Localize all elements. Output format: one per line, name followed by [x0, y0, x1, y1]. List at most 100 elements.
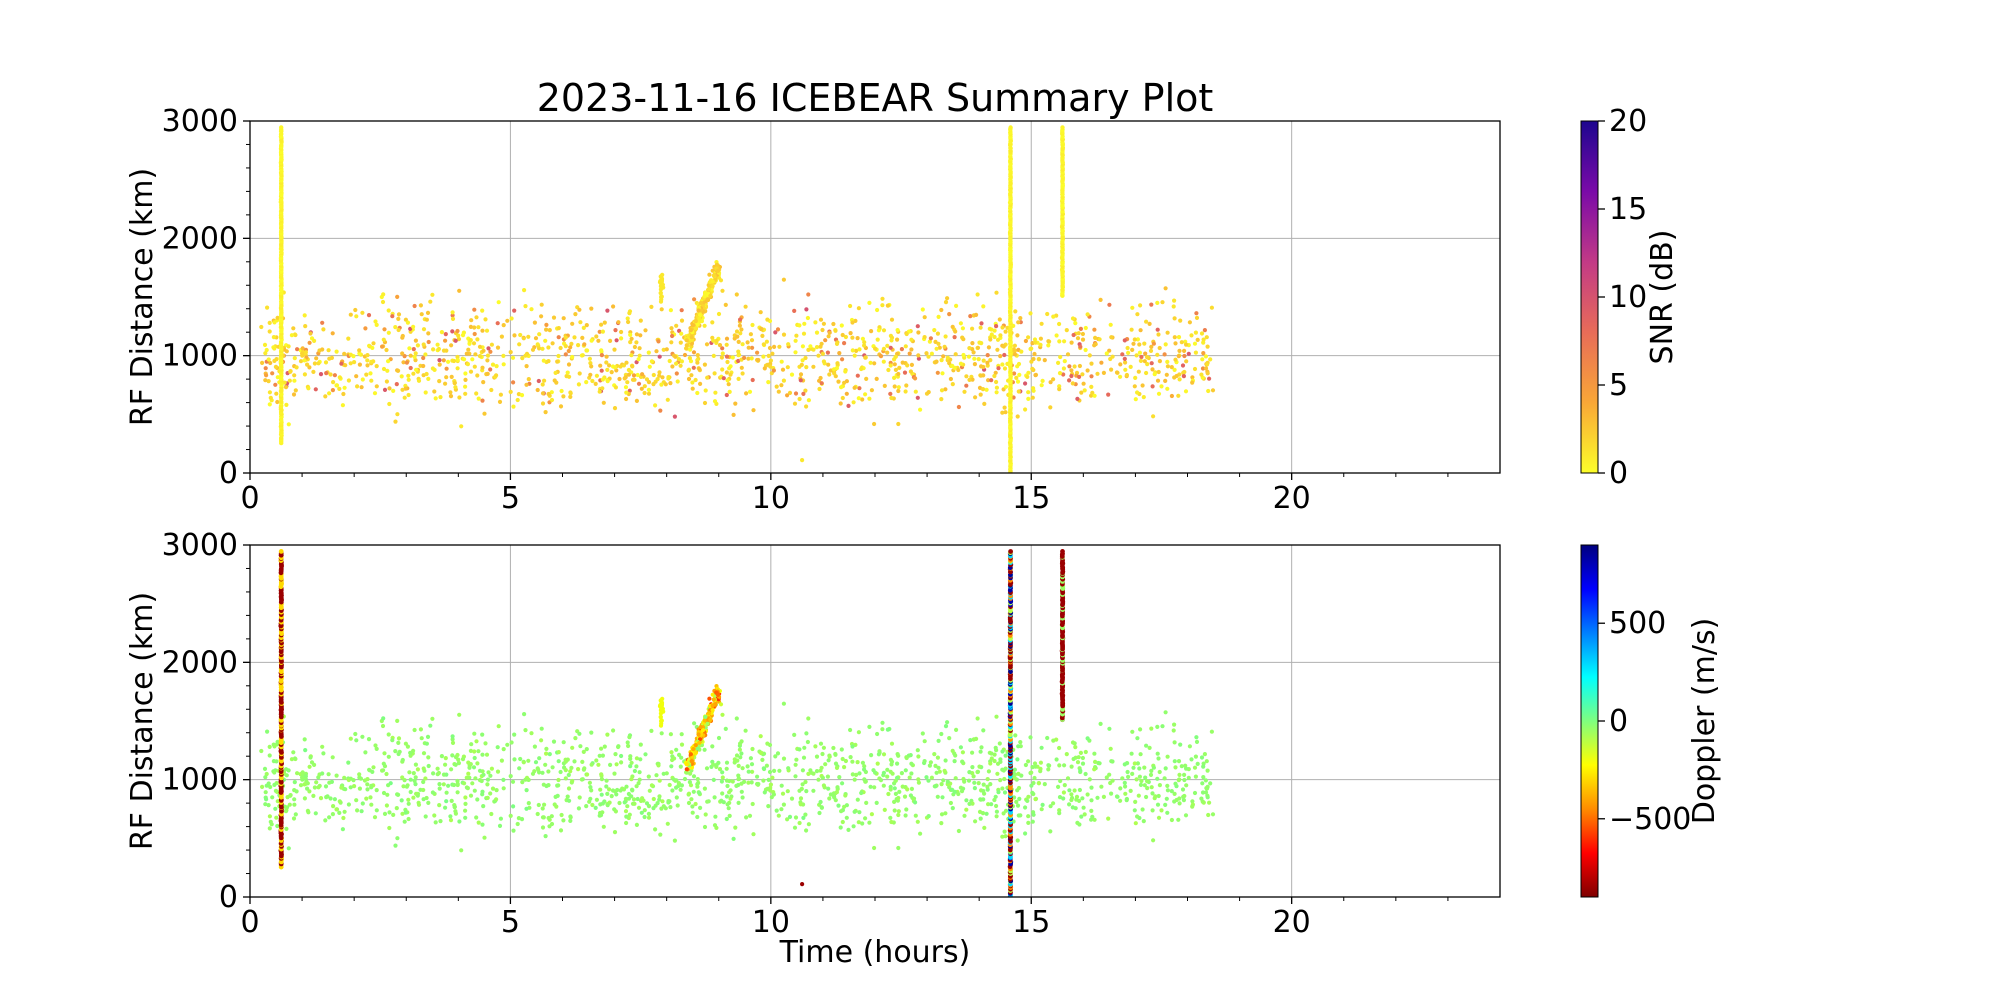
- snr-point: [424, 371, 429, 377]
- doppler-point: [1129, 751, 1134, 756]
- snr-point: [684, 338, 689, 343]
- snr-point: [307, 365, 312, 370]
- doppler-point: [529, 731, 534, 736]
- snr-point: [1090, 390, 1095, 395]
- doppler-point: [1165, 754, 1170, 759]
- snr-point: [484, 328, 490, 333]
- snr-point: [436, 346, 441, 352]
- doppler-point: [663, 806, 668, 811]
- doppler-point: [515, 821, 520, 827]
- snr-point: [508, 350, 513, 355]
- doppler-point: [654, 773, 659, 778]
- doppler-point: [1120, 776, 1125, 781]
- doppler-point: [961, 776, 966, 782]
- snr-point: [526, 334, 531, 339]
- doppler-point: [1136, 793, 1141, 798]
- snr-point: [518, 332, 523, 338]
- snr-point: [1149, 361, 1154, 366]
- snr-point: [736, 358, 741, 364]
- doppler-point: [451, 782, 457, 788]
- snr-point: [286, 344, 291, 349]
- doppler-point: [1165, 783, 1170, 789]
- snr-point: [702, 362, 708, 367]
- doppler-point: [792, 825, 798, 830]
- doppler-point: [626, 743, 631, 749]
- doppler-point: [334, 807, 339, 812]
- doppler-point: [739, 751, 744, 756]
- doppler-point: [1202, 752, 1207, 757]
- snr-point: [804, 404, 809, 409]
- snr-point: [655, 377, 660, 382]
- snr-point: [291, 392, 297, 397]
- doppler-point: [393, 749, 398, 754]
- doppler-point: [406, 801, 411, 806]
- doppler-point: [720, 791, 725, 796]
- doppler-point: [1187, 744, 1192, 749]
- doppler-point: [1193, 774, 1198, 779]
- doppler-point: [736, 800, 741, 806]
- snr-point: [1203, 354, 1208, 359]
- doppler-point: [1142, 783, 1147, 788]
- snr-point: [918, 407, 923, 412]
- snr-point: [896, 388, 901, 394]
- snr-point: [267, 329, 272, 334]
- snr-point: [719, 355, 725, 360]
- doppler-point: [318, 796, 324, 801]
- snr-point: [524, 382, 529, 387]
- doppler-point: [636, 805, 642, 810]
- snr-point: [697, 316, 702, 321]
- snr-point: [961, 352, 966, 358]
- snr-point: [1136, 369, 1141, 374]
- snr-point: [573, 312, 578, 317]
- doppler-point: [751, 832, 756, 837]
- doppler-point: [381, 761, 386, 766]
- doppler-point: [630, 788, 635, 793]
- snr-point: [927, 339, 933, 344]
- doppler-point: [522, 712, 527, 717]
- snr-point: [540, 346, 545, 351]
- snr-point: [381, 366, 387, 372]
- bottom-y-axis-label: RF Distance (km): [125, 592, 160, 850]
- doppler-point: [1089, 808, 1094, 814]
- doppler-point: [581, 749, 586, 755]
- snr-point: [832, 371, 837, 376]
- snr-point: [556, 353, 561, 359]
- doppler-point: [520, 780, 525, 785]
- doppler-point: [612, 771, 617, 776]
- doppler-point: [1207, 800, 1212, 805]
- snr-point: [268, 395, 273, 400]
- snr-point: [403, 386, 408, 391]
- doppler-point: [658, 715, 663, 720]
- doppler-point: [943, 724, 949, 729]
- doppler-point: [444, 799, 449, 804]
- snr-point: [540, 382, 545, 387]
- snr-point: [400, 333, 405, 339]
- doppler-point: [432, 813, 437, 818]
- snr-point: [457, 395, 462, 400]
- doppler-point: [272, 782, 277, 788]
- snr-point: [993, 370, 998, 375]
- snr-point: [501, 353, 506, 358]
- doppler-point: [594, 797, 600, 802]
- snr-point: [348, 361, 353, 366]
- snr-point: [1018, 316, 1023, 321]
- doppler-point: [1093, 759, 1098, 765]
- snr-point: [1015, 379, 1021, 384]
- doppler-point: [698, 724, 703, 730]
- doppler-point: [1155, 724, 1160, 730]
- doppler-point: [367, 767, 372, 772]
- doppler-point: [540, 825, 546, 830]
- doppler-point: [1013, 733, 1018, 738]
- doppler-point: [840, 781, 845, 786]
- snr-point: [948, 376, 954, 382]
- snr-point: [924, 351, 929, 356]
- snr-point: [692, 297, 697, 302]
- doppler-point: [1131, 765, 1136, 770]
- snr-point: [599, 368, 604, 373]
- snr-point: [808, 344, 813, 349]
- doppler-point: [1083, 749, 1088, 755]
- doppler-point: [936, 738, 941, 744]
- doppler-point: [972, 780, 977, 785]
- x-tick-label: 20: [1273, 481, 1311, 516]
- doppler-point: [660, 799, 665, 804]
